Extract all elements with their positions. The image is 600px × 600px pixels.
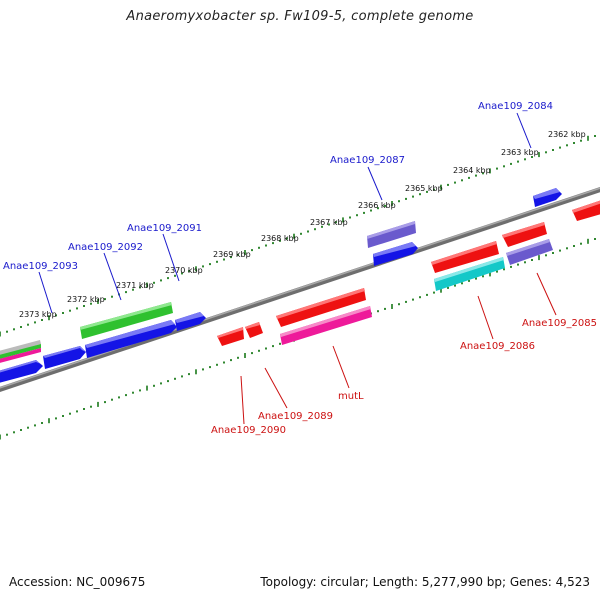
gene-Anae109_2092[interactable]: [80, 302, 173, 339]
topology-text: Topology: circular; Length: 5,277,990 bp…: [260, 575, 590, 589]
gene-label-forward: Anae109_2084: [478, 101, 553, 112]
gene-label-forward: Anae109_2091: [127, 223, 202, 234]
reverse-strand-genes: [217, 200, 600, 346]
scale-label: 2365 kbp: [405, 184, 443, 193]
gene-block[interactable]: [0, 344, 41, 360]
scale-label: 2369 kbp: [213, 250, 251, 259]
gene-label-reverse: mutL: [338, 391, 364, 402]
gene-label-reverse: Anae109_2089: [258, 411, 333, 422]
genome-backbone: [0, 187, 600, 392]
scale-label: 2363 kbp: [501, 148, 539, 157]
gene-label-reverse: Anae109_2090: [211, 425, 286, 436]
scale-label: 2366 kbp: [358, 201, 396, 210]
scale-label: 2371 kbp: [116, 281, 154, 290]
accession-text: Accession: NC_009675: [9, 575, 146, 589]
gene-block[interactable]: [434, 257, 505, 291]
upper-scale-ticks: [0, 135, 596, 337]
gene-block[interactable]: [0, 360, 43, 384]
scale-label: 2367 kbp: [310, 218, 348, 227]
scale-label: 2364 kbp: [453, 166, 491, 175]
scale-label: 2372 kbp: [67, 295, 105, 304]
gene-label-forward: Anae109_2087: [330, 155, 405, 166]
gene-block[interactable]: [506, 239, 553, 265]
map-title: Anaeromyxobacter sp. Fw109-5, complete g…: [126, 9, 474, 24]
gene-Anae109_2085[interactable]: [502, 222, 547, 247]
gene-block[interactable]: [43, 346, 86, 369]
scale-label: 2370 kbp: [165, 266, 203, 275]
scale-label: 2362 kbp: [548, 130, 586, 139]
scale-label: 2368 kbp: [261, 234, 299, 243]
gene-block[interactable]: [0, 348, 41, 364]
forward-strand-genes: [0, 188, 562, 384]
gene-label-forward: Anae109_2093: [3, 261, 78, 272]
gene-Anae109_2086[interactable]: [431, 241, 499, 273]
gene-label-forward: Anae109_2092: [68, 242, 143, 253]
gene-label-reverse: Anae109_2086: [460, 341, 535, 352]
gene-block[interactable]: [0, 340, 41, 357]
scale-label: 2373 kbp: [19, 310, 57, 319]
gene-Anae109_2087[interactable]: [367, 221, 416, 248]
gene-label-reverse: Anae109_2085: [522, 318, 597, 329]
